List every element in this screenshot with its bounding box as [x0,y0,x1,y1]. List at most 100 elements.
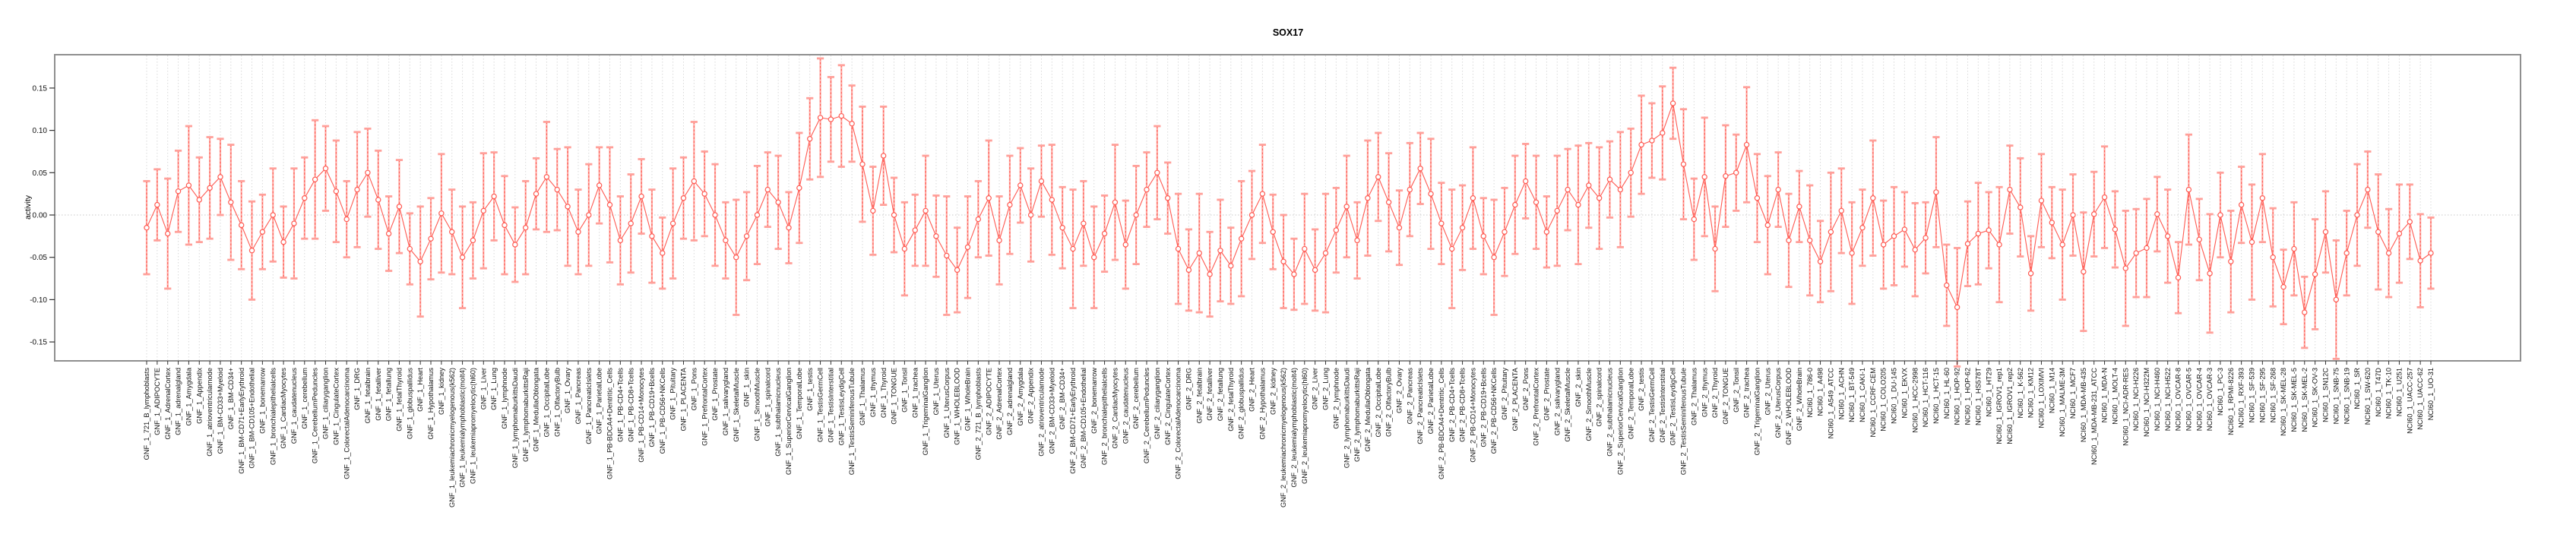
svg-text:GNF_2_fetalbrain: GNF_2_fetalbrain [1195,368,1203,423]
svg-text:GNF_1_BM-CD71+EarlyErythroid: GNF_1_BM-CD71+EarlyErythroid [238,368,245,474]
svg-text:GNF_2_PB-CD4+Tcells: GNF_2_PB-CD4+Tcells [1448,368,1456,442]
svg-text:GNF_2_subthalamicnucleus: GNF_2_subthalamicnucleus [1606,368,1614,457]
svg-text:GNF_1_TestisInterstitial: GNF_1_TestisInterstitial [827,368,834,443]
svg-text:GNF_2_TestisInterstitial: GNF_2_TestisInterstitial [1659,368,1666,443]
svg-text:GNF_2_Uterus: GNF_2_Uterus [1764,368,1771,416]
svg-text:GNF_1_Thalamus: GNF_1_Thalamus [859,368,866,425]
svg-text:NCI60_1_A498: NCI60_1_A498 [1817,368,1824,416]
svg-text:GNF_2_DRG: GNF_2_DRG [1185,368,1192,410]
svg-text:GNF_2_PB-CD56+NKCells: GNF_2_PB-CD56+NKCells [1490,368,1498,454]
svg-text:NCI60_1_SR: NCI60_1_SR [2353,368,2361,409]
svg-text:NCI60_1_CCRF-CEM: NCI60_1_CCRF-CEM [1869,368,1877,437]
svg-text:GNF_2_SmoothMuscle: GNF_2_SmoothMuscle [1585,368,1593,441]
svg-text:GNF_1_leukemiachronicmyelogeno: GNF_1_leukemiachronicmyelogenous(k562) [448,368,456,507]
svg-text:GNF_1_Thyroid: GNF_1_Thyroid [880,368,888,418]
svg-text:GNF_2_Tonsil: GNF_2_Tonsil [1733,368,1740,413]
svg-text:GNF_2_CardiacMyocytes: GNF_2_CardiacMyocytes [1112,368,1119,449]
svg-text:NCI60_1_MCF7: NCI60_1_MCF7 [2069,368,2077,419]
svg-text:GNF_1_PLACENTA: GNF_1_PLACENTA [680,367,688,431]
svg-text:NCI60_1_UACC-257: NCI60_1_UACC-257 [2406,368,2413,434]
svg-text:NCI60_1_PC-3: NCI60_1_PC-3 [2217,368,2224,416]
svg-text:GNF_1_Pituitary: GNF_1_Pituitary [669,368,677,420]
svg-text:GNF_1_PB-CD4+Tcells: GNF_1_PB-CD4+Tcells [616,368,624,442]
svg-text:NCI60_1_SK-MEL-5: NCI60_1_SK-MEL-5 [2290,368,2298,432]
svg-text:NCI60_1_NCI-H460: NCI60_1_NCI-H460 [2154,368,2161,431]
svg-text:GNF_1_MedullaOblongata: GNF_1_MedullaOblongata [533,367,540,451]
svg-text:GNF_2_trachea: GNF_2_trachea [1743,367,1751,418]
svg-text:GNF_1_DRG: GNF_1_DRG [353,368,361,410]
svg-text:NCI60_1_K-562: NCI60_1_K-562 [2017,368,2024,419]
svg-text:GNF_2_atrioventricularnode: GNF_2_atrioventricularnode [1038,368,1046,457]
svg-text:GNF_1_spinalcord: GNF_1_spinalcord [764,368,771,427]
svg-text:NCI60_1_M14: NCI60_1_M14 [2048,368,2055,413]
svg-text:GNF_1_kidney: GNF_1_kidney [438,368,445,415]
svg-text:NCI60_1_NCI-H226: NCI60_1_NCI-H226 [2132,368,2140,431]
svg-text:-0.10: -0.10 [30,296,47,305]
svg-text:GNF_1_Hypothalamus: GNF_1_Hypothalamus [427,368,435,440]
svg-text:GNF_2_spinalcord: GNF_2_spinalcord [1596,368,1603,427]
svg-text:NCI60_1_SNB-75: NCI60_1_SNB-75 [2332,368,2340,424]
svg-text:GNF_1_lymphomaburkittsDaudi: GNF_1_lymphomaburkittsDaudi [511,368,519,468]
svg-text:GNF_2_OccipitalLobe: GNF_2_OccipitalLobe [1375,368,1382,437]
svg-text:NCI60_1_HOP-92: NCI60_1_HOP-92 [1954,368,1961,425]
svg-text:GNF_1_PancreaticIslets: GNF_1_PancreaticIslets [585,368,593,444]
svg-text:GNF_1_fetallung: GNF_1_fetallung [385,368,393,421]
y-axis: 0.15 0.10 0.05 0.00 -0.05 -0.10 -0.15 [30,84,55,347]
svg-text:GNF_1_fetalThyroid: GNF_1_fetalThyroid [396,368,403,432]
svg-text:GNF_2_ColorectalAdenocarcinoma: GNF_2_ColorectalAdenocarcinoma [1175,367,1182,479]
svg-text:NCI60_1_NCI-H322M: NCI60_1_NCI-H322M [2143,368,2150,437]
svg-text:NCI60_1_SK-OV-3: NCI60_1_SK-OV-3 [2312,368,2319,428]
svg-text:NCI60_1_COLO205: NCI60_1_COLO205 [1880,368,1888,432]
svg-text:GNF_2_CingulateCortex: GNF_2_CingulateCortex [1164,368,1172,445]
svg-text:GNF_1_Appendix: GNF_1_Appendix [195,368,203,424]
svg-text:GNF_2_Pituitary: GNF_2_Pituitary [1501,368,1508,420]
svg-text:GNF_1_atrioventricularnode: GNF_1_atrioventricularnode [206,368,214,457]
svg-text:GNF_2_Pancreas: GNF_2_Pancreas [1406,368,1413,425]
svg-text:GNF_2_PB-CD14+Monocytes: GNF_2_PB-CD14+Monocytes [1469,368,1476,463]
svg-text:NCI60_1_HCC-2998: NCI60_1_HCC-2998 [1911,368,1919,433]
svg-text:GNF_2_UterusCorpus: GNF_2_UterusCorpus [1774,368,1782,438]
svg-text:GNF_2_Liver: GNF_2_Liver [1312,368,1319,409]
svg-text:GNF_1_Ovary: GNF_1_Ovary [564,368,571,413]
svg-text:GNF_2_PancreaticIslets: GNF_2_PancreaticIslets [1416,368,1424,444]
svg-text:NCI60_1_U251: NCI60_1_U251 [2396,368,2404,416]
svg-text:NCI60_1_LOXIMVI: NCI60_1_LOXIMVI [2038,368,2046,428]
svg-text:GNF_1_AdrenalCortex: GNF_1_AdrenalCortex [164,368,172,440]
svg-text:GNF_2_leukemialymphoblastic(mo: GNF_2_leukemialymphoblastic(molt4) [1290,368,1298,488]
svg-text:GNF_2_fetallung: GNF_2_fetallung [1217,368,1224,421]
svg-text:GNF_2_BM-CD71+EarlyErythroid: GNF_2_BM-CD71+EarlyErythroid [1069,368,1077,474]
svg-text:GNF_2_PB-BDCA4+Dentritic_Cells: GNF_2_PB-BDCA4+Dentritic_Cells [1438,368,1445,479]
data-points [144,100,2434,315]
svg-text:GNF_1_bronchialepithelialcells: GNF_1_bronchialepithelialcells [269,368,277,466]
svg-text:NCI60_1_SNB-19: NCI60_1_SNB-19 [2343,368,2350,424]
svg-text:GNF_1_Uterus: GNF_1_Uterus [932,368,940,416]
svg-text:GNF_2_thymus: GNF_2_thymus [1701,368,1708,417]
svg-text:GNF_2_WholeBrain: GNF_2_WholeBrain [1796,368,1803,431]
svg-text:GNF_1_PrefrontalCortex: GNF_1_PrefrontalCortex [701,368,708,446]
svg-text:GNF_2_PrefrontalCortex: GNF_2_PrefrontalCortex [1533,368,1540,446]
svg-text:GNF_2_lymphomaburkittsDaudi: GNF_2_lymphomaburkittsDaudi [1343,368,1350,468]
svg-text:GNF_2_Lung: GNF_2_Lung [1322,368,1330,410]
svg-text:NCI60_1_SK-MEL-2: NCI60_1_SK-MEL-2 [2301,368,2309,432]
svg-text:GNF_2_Ovary: GNF_2_Ovary [1396,368,1404,413]
svg-text:NCI60_1_HT29: NCI60_1_HT29 [1985,368,1992,417]
svg-text:GNF_1_skin: GNF_1_skin [743,368,751,407]
svg-text:NCI60_1_RPMI-8226: NCI60_1_RPMI-8226 [2227,368,2235,435]
svg-text:GNF_1_caudatenucleus: GNF_1_caudatenucleus [290,368,298,444]
svg-text:GNF_1_TestisGermCell: GNF_1_TestisGermCell [817,368,824,442]
svg-text:GNF_2_TestisLeydigCell: GNF_2_TestisLeydigCell [1669,368,1677,445]
svg-text:GNF_2_kidney: GNF_2_kidney [1269,368,1277,415]
svg-text:GNF_2_Appendix: GNF_2_Appendix [1027,368,1035,424]
svg-text:NCI60_1_OVCAR-4: NCI60_1_OVCAR-4 [2195,368,2203,431]
svg-text:GNF_2_salivarygland: GNF_2_salivarygland [1553,368,1561,435]
svg-text:GNF_1_Pancreas: GNF_1_Pancreas [574,368,582,425]
svg-text:GNF_2_lymphomaburkittsRaji: GNF_2_lymphomaburkittsRaji [1353,368,1361,462]
svg-text:GNF_2_skin: GNF_2_skin [1574,368,1582,407]
svg-text:NCI60_1_HL-60: NCI60_1_HL-60 [1943,368,1951,419]
svg-text:GNF_1_WholeBrain: GNF_1_WholeBrain [964,368,972,431]
svg-text:GNF_1_leukemialymphoblastic(mo: GNF_1_leukemialymphoblastic(molt4) [459,368,467,488]
svg-text:NCI60_1_SK-MEL-28: NCI60_1_SK-MEL-28 [2280,368,2287,436]
svg-text:GNF_2_Thalamus: GNF_2_Thalamus [1690,368,1698,425]
svg-text:GNF_1_ciliaryganglion: GNF_1_ciliaryganglion [322,368,330,439]
svg-text:NCI60_1_MDA-N: NCI60_1_MDA-N [2101,368,2109,422]
